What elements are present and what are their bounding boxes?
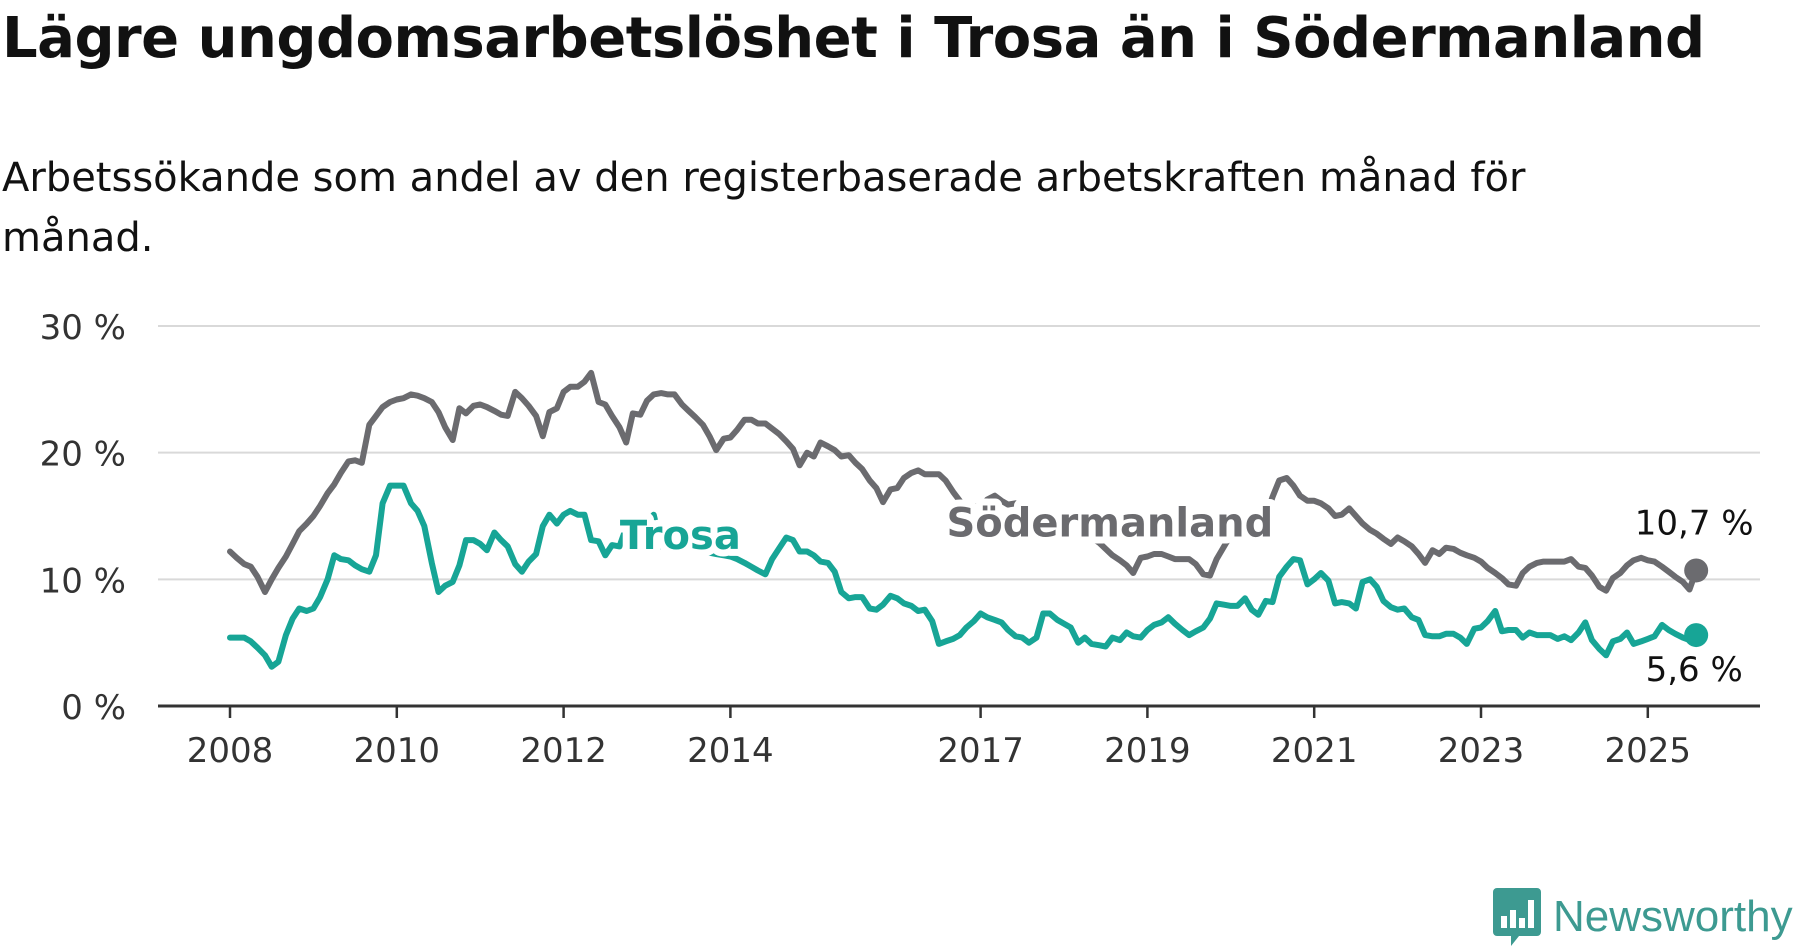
chart-subtitle: Arbetssökande som andel av den registerb… [2,155,1526,261]
series-label-sodermanland: Södermanland [946,500,1273,546]
end-value-label: 5,6 % [1646,650,1743,690]
end-point-marker [1684,623,1709,648]
x-tick-label: 2023 [1438,731,1525,771]
y-tick-label: 0 % [61,688,126,728]
x-tick-label: 2014 [687,731,774,771]
end-point-marker [1684,558,1709,583]
y-tick-label: 20 % [40,435,126,475]
bar-chart-speech-bubble-icon [1493,888,1541,946]
chart-title: Lägre ungdomsarbetslöshet i Trosa än i S… [2,6,1705,71]
series-line-sdermanland [227,369,1700,595]
newsworthy-logo: Newsworthy [1493,888,1793,946]
y-tick-label: 30 % [40,308,126,348]
y-tick-label: 10 % [40,561,126,601]
series-label-trosa: Trosa [620,513,741,559]
x-tick-label: 2017 [937,731,1024,771]
x-tick-label: 2008 [187,731,274,771]
series-line-trosa [227,482,1700,670]
x-tick-label: 2012 [520,731,607,771]
logo-text: Newsworthy [1553,892,1793,941]
x-tick-label: 2019 [1104,731,1191,771]
x-tick-label: 2010 [354,731,441,771]
x-tick-label: 2021 [1271,731,1358,771]
x-tick-label: 2025 [1605,731,1692,771]
end-value-label: 10,7 % [1635,503,1754,543]
